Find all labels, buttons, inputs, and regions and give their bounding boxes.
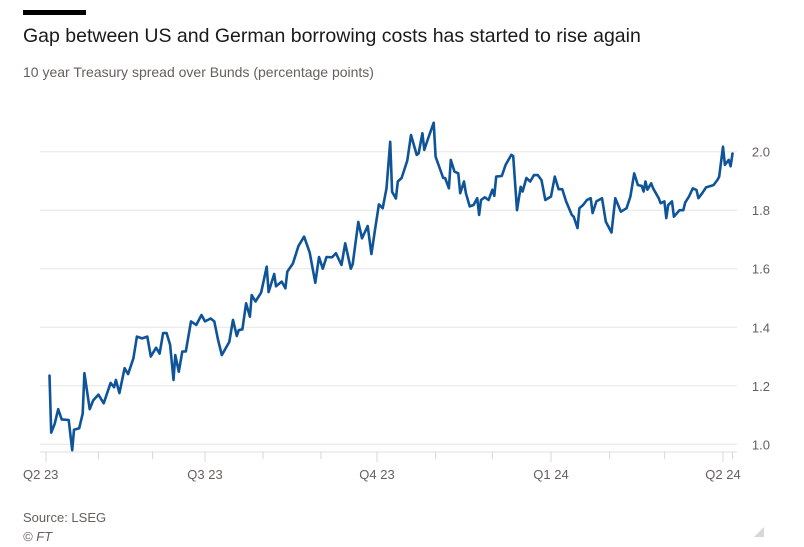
chart-title: Gap between US and German borrowing cost… xyxy=(23,25,641,47)
y-tick-label: 1.4 xyxy=(752,320,770,335)
y-tick-label: 2.0 xyxy=(752,145,770,160)
y-tick-label: 1.2 xyxy=(752,379,770,394)
y-tick-label: 1.6 xyxy=(752,262,770,277)
x-tick-label: Q3 23 xyxy=(187,467,222,482)
x-tick-label: Q4 23 xyxy=(359,467,394,482)
chart-subtitle: 10 year Treasury spread over Bunds (perc… xyxy=(23,64,374,80)
source-note: Source: LSEG xyxy=(23,510,107,525)
spread-series-line xyxy=(48,121,734,452)
y-tick-label: 1.8 xyxy=(752,203,770,218)
x-tick-label: Q2 23 xyxy=(23,467,58,482)
x-tick-label: Q1 24 xyxy=(533,467,568,482)
resize-handle-icon[interactable] xyxy=(754,527,764,537)
copyright: © FT xyxy=(23,529,53,544)
ft-header-bar xyxy=(23,10,86,15)
y-tick-label: 1.0 xyxy=(752,437,770,452)
x-tick-label: Q2 24 xyxy=(705,467,740,482)
